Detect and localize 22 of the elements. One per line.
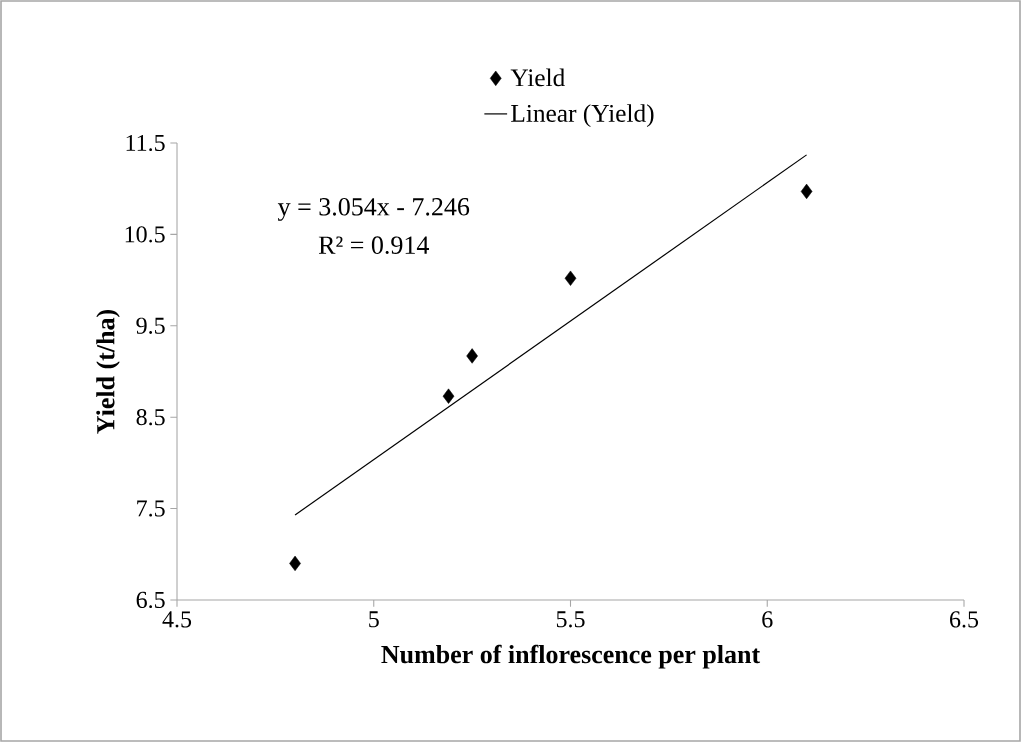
y-axis-title: Yield (t/ha) (96, 309, 120, 434)
x-tick-label: 6 (762, 611, 773, 628)
point (442, 388, 455, 404)
y-tick-label: 8.5 (136, 409, 165, 426)
x-axis-title: Number of inflorescence per plant (381, 644, 761, 669)
point (800, 183, 813, 200)
y-tick-label: 10.5 (125, 226, 165, 243)
x-tick-label: 5 (369, 611, 379, 628)
point (289, 555, 301, 572)
point (564, 270, 577, 286)
annotation: R² = 0.914 (318, 236, 429, 255)
x-tick-label: 5.5 (556, 611, 585, 628)
y-tick-label: 7.5 (137, 500, 165, 517)
legend-label: Linear (Yield) (511, 104, 654, 128)
x-tick-label: 6.5 (950, 611, 979, 628)
x-tick-label: 4.5 (162, 611, 192, 628)
point (466, 348, 478, 364)
y-tick-label: 6.5 (136, 591, 165, 609)
y-tick-label: 11.5 (126, 134, 165, 152)
legend-label: Yield (510, 68, 565, 87)
y-tick-label: 9.5 (136, 317, 165, 334)
annotation: y = 3.054x - 7.246 (277, 197, 470, 221)
